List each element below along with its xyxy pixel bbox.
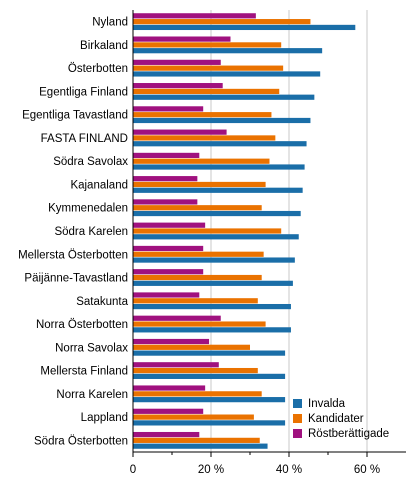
bar-kandidater-6 [133, 135, 276, 141]
bar-kandidater-14 [133, 321, 266, 327]
category-label: Södra Österbotten [34, 435, 128, 447]
bar-r-stber-ttigade-2 [133, 36, 231, 42]
tick-labels: 0 20 % 40 % 60 % [130, 464, 380, 476]
bar-r-stber-ttigade-15 [133, 338, 210, 345]
category-label: Norra Karelen [56, 389, 128, 401]
bar-kandidater-3 [133, 65, 284, 71]
category-label: Kymmenedalen [48, 203, 128, 215]
bar-invalda-16 [133, 373, 286, 379]
bar-kandidater-7 [133, 158, 270, 164]
bar-r-stber-ttigade-19 [133, 431, 200, 438]
category-label: Södra Savolax [53, 156, 128, 168]
legend-swatch [293, 414, 302, 423]
bar-kandidater-1 [133, 19, 311, 25]
category-label: FASTA FINLAND [41, 133, 128, 145]
bar-kandidater-11 [133, 251, 264, 257]
bar-invalda-5 [133, 117, 311, 124]
category-label: Lappland [81, 412, 128, 424]
category-label: Egentliga Tavastland [22, 110, 128, 122]
bar-invalda-17 [133, 397, 286, 403]
category-label: Österbotten [68, 63, 128, 75]
bar-invalda-7 [133, 164, 305, 170]
bar-r-stber-ttigade-14 [133, 315, 221, 321]
bar-kandidater-16 [133, 367, 258, 374]
bar-invalda-18 [133, 420, 286, 426]
legend-label: Kandidater [308, 413, 364, 425]
bars [133, 13, 356, 449]
legend-label: Röstberättigade [308, 428, 389, 440]
bar-r-stber-ttigade-13 [133, 292, 200, 298]
legend-label: Invalda [308, 398, 346, 410]
bar-r-stber-ttigade-7 [133, 152, 200, 159]
bar-invalda-13 [133, 303, 291, 310]
category-label: Kajanaland [70, 179, 128, 191]
category-label: Egentliga Finland [39, 86, 128, 98]
category-label: Norra Österbotten [36, 319, 128, 331]
bar-invalda-15 [133, 350, 286, 356]
bar-kandidater-15 [133, 344, 250, 350]
bar-r-stber-ttigade-18 [133, 408, 204, 414]
bar-r-stber-ttigade-10 [133, 222, 206, 228]
bar-r-stber-ttigade-16 [133, 362, 219, 368]
bar-kandidater-9 [133, 205, 262, 211]
bar-kandidater-2 [133, 42, 282, 48]
category-labels: Nyland Birkaland Österbotten Egentliga Finl… [18, 17, 129, 448]
bar-invalda-11 [133, 257, 295, 263]
bar-invalda-6 [133, 141, 307, 147]
bar-kandidater-13 [133, 298, 258, 304]
bar-r-stber-ttigade-8 [133, 176, 198, 182]
legend-swatch [293, 399, 302, 408]
bar-r-stber-ttigade-12 [133, 269, 204, 275]
category-label: Mellersta Finland [40, 366, 128, 378]
x-tick-label: 40 % [276, 464, 302, 476]
category-label: Norra Savolax [55, 342, 128, 354]
category-label: Päijänne-Tavastland [24, 273, 128, 285]
bar-invalda-9 [133, 210, 301, 217]
bar-kandidater-4 [133, 88, 280, 95]
legend: Invalda Kandidater Röstberättigade [293, 398, 389, 440]
category-label: Satakunta [76, 296, 128, 308]
bar-invalda-4 [133, 94, 315, 100]
x-tick-label: 0 [130, 464, 136, 476]
bar-kandidater-17 [133, 391, 262, 397]
bar-invalda-14 [133, 327, 291, 333]
bar-invalda-8 [133, 187, 303, 193]
bar-kandidater-10 [133, 228, 282, 234]
axes [132, 10, 406, 457]
category-label: Södra Karelen [54, 226, 128, 238]
bar-r-stber-ttigade-11 [133, 245, 204, 252]
bar-invalda-2 [133, 48, 323, 54]
bar-kandidater-8 [133, 181, 266, 188]
bar-invalda-10 [133, 234, 299, 240]
bar-invalda-12 [133, 280, 293, 286]
bar-invalda-19 [133, 443, 268, 449]
bar-kandidater-18 [133, 414, 254, 420]
x-tick-label: 20 % [198, 464, 224, 476]
x-tick-label: 60 % [354, 464, 380, 476]
bar-invalda-1 [133, 24, 356, 31]
bar-invalda-3 [133, 71, 321, 77]
legend-swatch [293, 429, 302, 438]
bar-r-stber-ttigade-3 [133, 59, 221, 65]
bar-kandidater-19 [133, 437, 260, 443]
bar-kandidater-12 [133, 274, 262, 281]
bar-r-stber-ttigade-6 [133, 129, 227, 135]
category-label: Nyland [92, 17, 128, 29]
bar-r-stber-ttigade-17 [133, 385, 206, 391]
bar-r-stber-ttigade-5 [133, 106, 204, 112]
category-label: Birkaland [80, 40, 128, 52]
bar-r-stber-ttigade-1 [133, 13, 256, 19]
category-label: Mellersta Österbotten [18, 249, 128, 261]
bar-kandidater-5 [133, 112, 272, 118]
bar-r-stber-ttigade-9 [133, 199, 198, 205]
bar-r-stber-ttigade-4 [133, 83, 223, 89]
